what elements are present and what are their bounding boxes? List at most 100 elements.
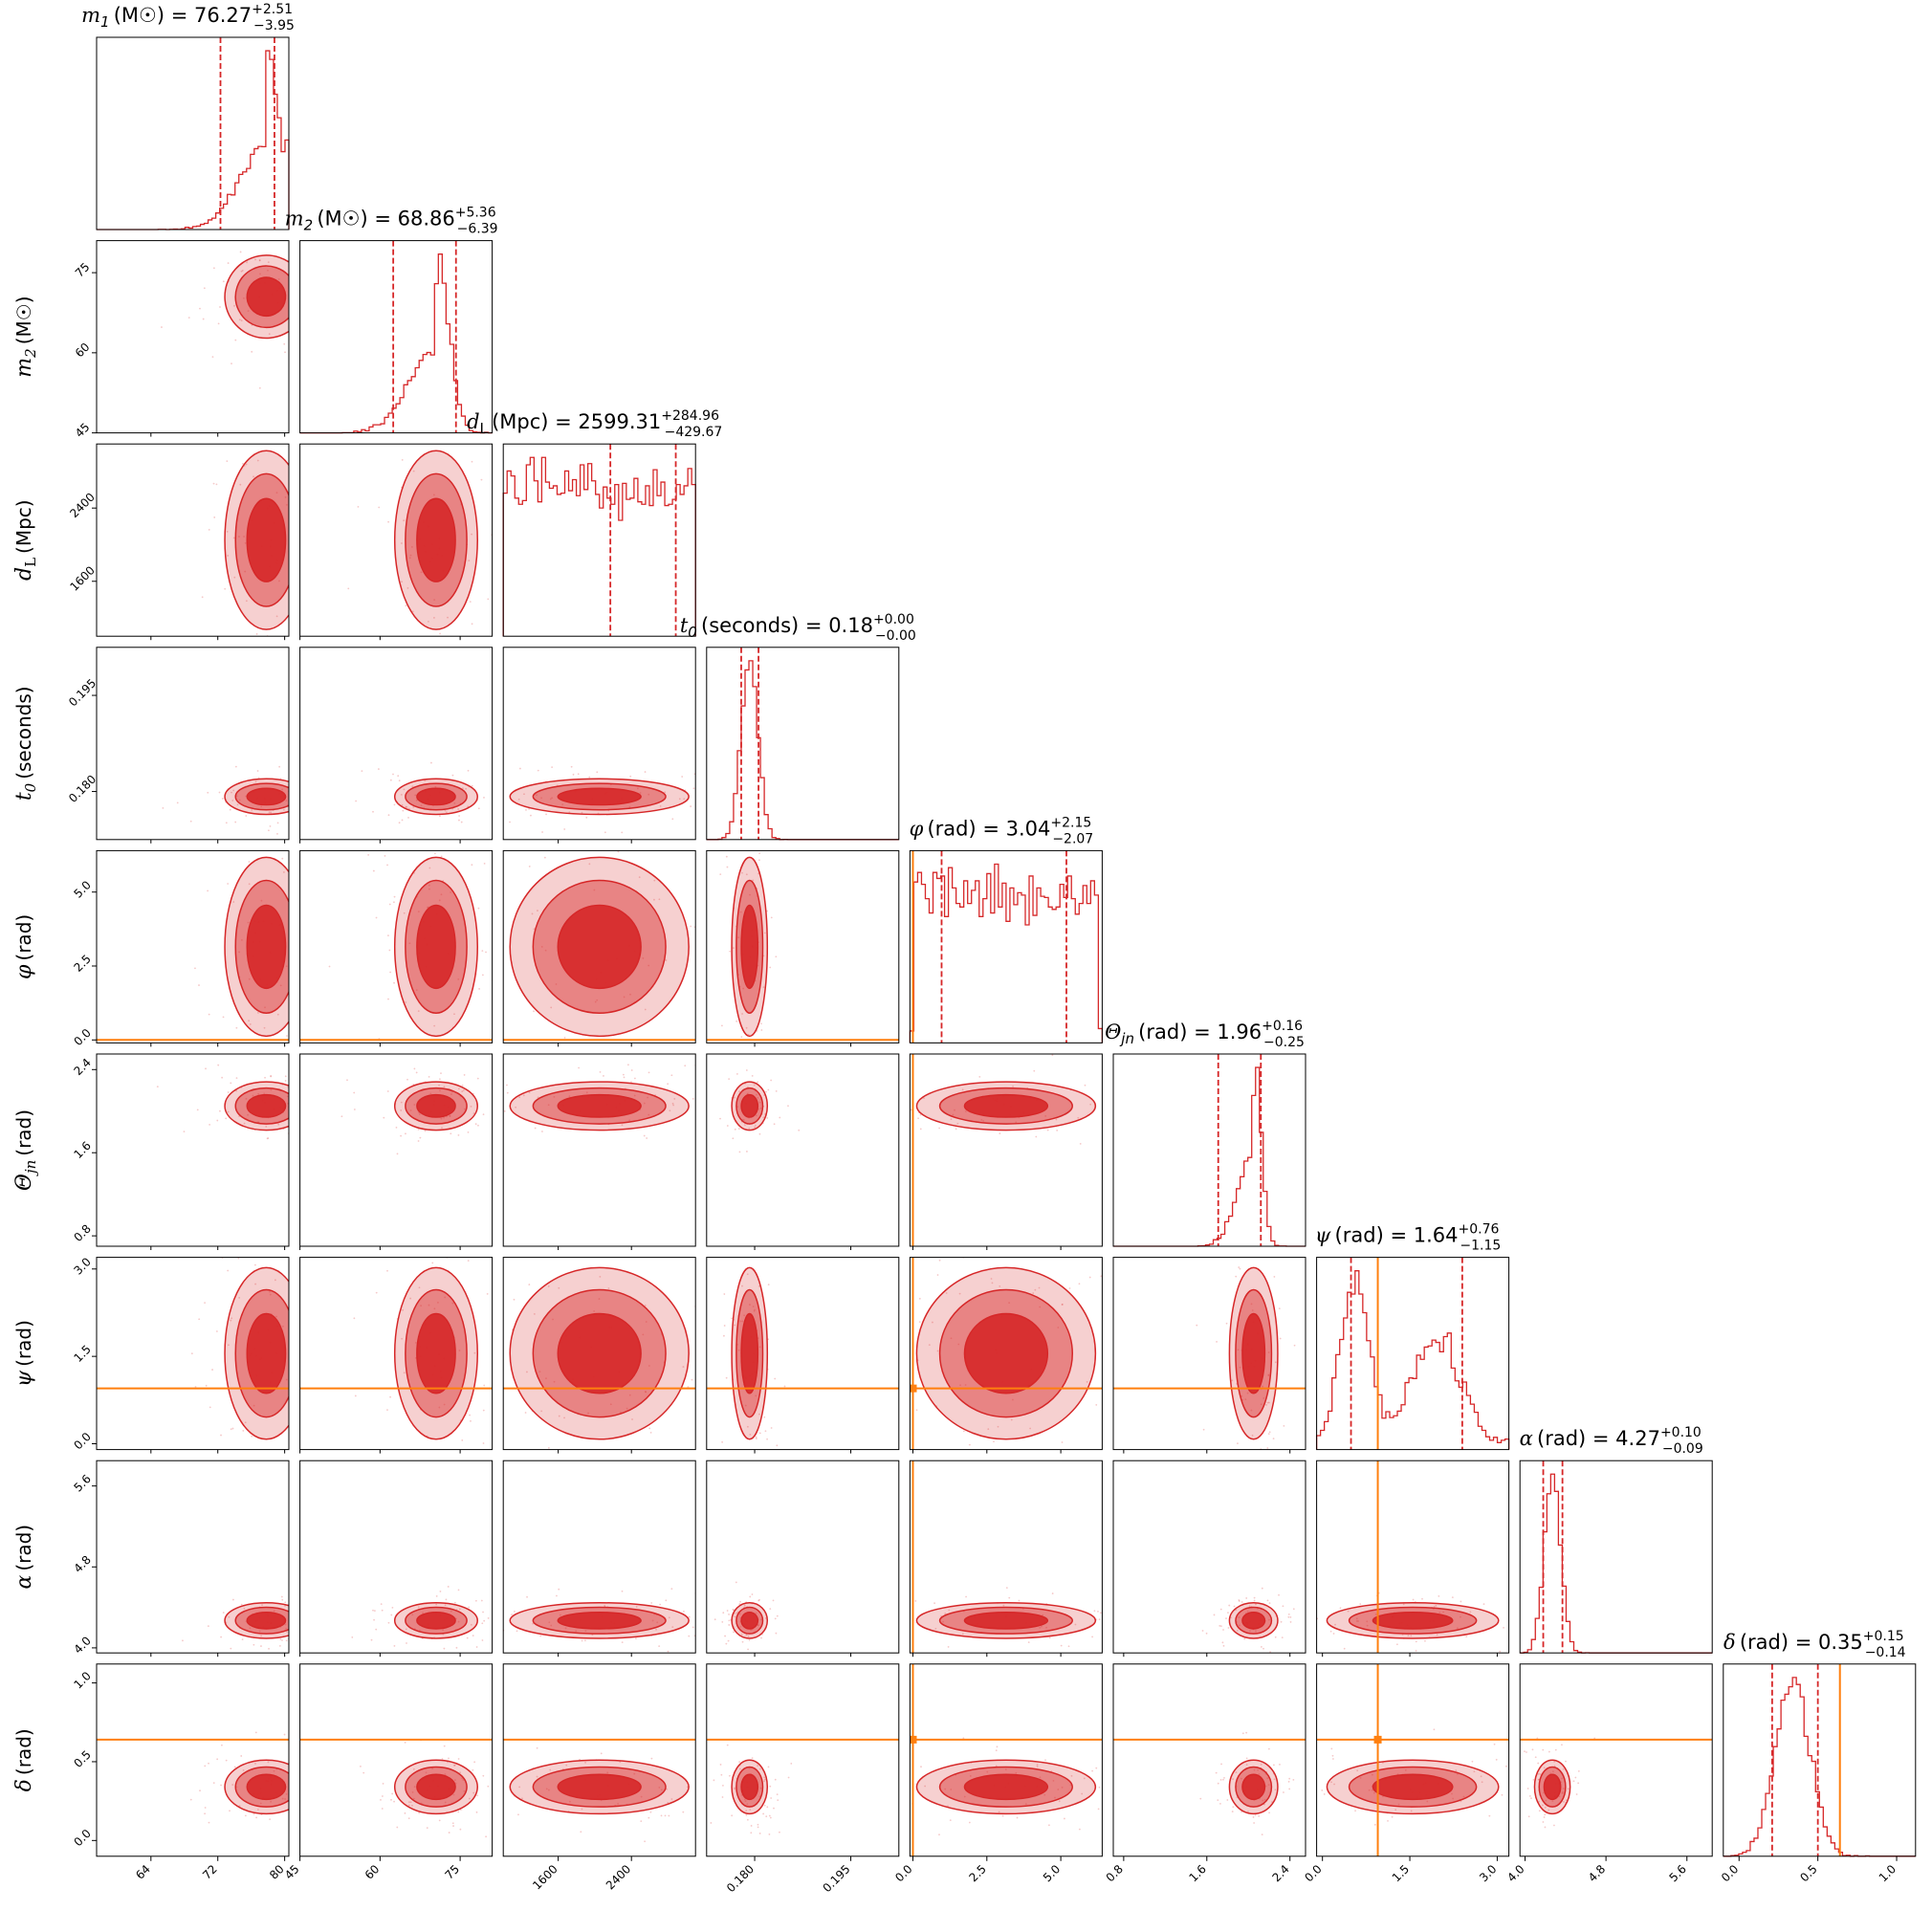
sample-dot	[453, 1601, 456, 1604]
sample-dot	[230, 1319, 232, 1322]
sample-dot	[1079, 1142, 1082, 1145]
sample-dot	[936, 1350, 939, 1352]
sample-dot	[1264, 1785, 1267, 1788]
sample-dot	[658, 1645, 661, 1648]
sample-dot	[1512, 1616, 1514, 1618]
sample-dot	[997, 1425, 999, 1428]
pair-panel-0-3	[96, 647, 290, 841]
sample-dot	[748, 1056, 750, 1058]
sample-dot	[323, 495, 325, 497]
sample-dot	[228, 1344, 230, 1347]
sample-dot	[1152, 1099, 1153, 1101]
sample-dot	[320, 1606, 322, 1608]
sample-dot	[1039, 1627, 1042, 1629]
contour-1sigma	[963, 1773, 1049, 1801]
sample-dot	[443, 1086, 446, 1088]
sample-dot	[776, 1444, 779, 1447]
sample-dot	[638, 876, 641, 879]
sample-dot	[726, 866, 729, 868]
sample-dot	[268, 333, 271, 336]
sample-dot	[1524, 1750, 1526, 1753]
contour-1sigma	[557, 1773, 642, 1801]
sample-dot	[1451, 1792, 1453, 1795]
sample-dot	[281, 1797, 284, 1800]
sample-dot	[760, 1022, 762, 1025]
sample-dot	[533, 928, 536, 931]
sample-dot	[757, 1624, 759, 1627]
sample-dot	[555, 983, 558, 985]
sample-dot	[713, 1259, 714, 1261]
sample-dot	[556, 1066, 558, 1068]
diag-panel-2: dL (Mpc) = 2599.31+284.96 −429.67	[467, 408, 722, 637]
sample-dot	[721, 1621, 724, 1623]
sample-dot	[779, 1116, 781, 1119]
sample-dot	[253, 1263, 256, 1266]
sample-dot	[1347, 1610, 1350, 1613]
sample-dot	[723, 1334, 725, 1337]
sample-dot	[1245, 1757, 1248, 1760]
sample-dot	[687, 1386, 690, 1389]
sample-dot	[1252, 1254, 1254, 1256]
sample-dot	[226, 1497, 228, 1499]
sample-dot	[669, 1109, 671, 1112]
sample-dot	[297, 922, 299, 924]
sample-dot	[736, 1455, 738, 1457]
sample-dot	[229, 808, 231, 811]
sample-dot	[1331, 1754, 1334, 1757]
sample-dot	[660, 1239, 662, 1240]
sample-dot	[222, 1612, 225, 1614]
pair-panel-3-8	[706, 1663, 900, 1857]
sample-dot	[198, 1318, 201, 1321]
sample-dot	[244, 570, 247, 573]
sample-dot	[260, 1635, 262, 1637]
sample-dot	[643, 1102, 646, 1105]
sample-dot	[338, 1105, 340, 1107]
x-tick-label: 0.8	[1104, 1862, 1126, 1884]
sample-dot	[494, 1407, 495, 1409]
sample-dot	[286, 1095, 289, 1098]
panel-frame-3	[706, 647, 900, 841]
x-tick-label: 1.0	[1877, 1862, 1899, 1884]
sample-dot	[1372, 1791, 1375, 1794]
pair-panel-2-8	[502, 1663, 696, 1857]
sample-dot	[644, 1840, 647, 1843]
sample-dot	[409, 1297, 412, 1300]
sample-dot	[1275, 1830, 1277, 1832]
sample-dot	[222, 1016, 225, 1019]
sample-dot	[1226, 1799, 1229, 1801]
sample-dot	[723, 1115, 725, 1117]
sample-dot	[433, 599, 436, 602]
sample-dot	[1215, 1771, 1218, 1774]
sample-dot	[798, 1129, 801, 1131]
sample-dot	[1008, 1596, 1011, 1599]
sample-dot	[301, 996, 303, 998]
sample-dot	[901, 1784, 903, 1786]
sample-dot	[406, 586, 409, 589]
panel-frame	[706, 849, 900, 1043]
sample-dot	[534, 1127, 537, 1130]
sample-dot	[987, 1428, 990, 1431]
sample-dot	[699, 1082, 701, 1084]
histogram-0	[97, 50, 290, 231]
sample-dot	[405, 845, 406, 846]
sample-dot	[1575, 1793, 1578, 1795]
sample-dot	[767, 1766, 770, 1768]
sample-dot	[999, 1285, 1001, 1287]
sample-dot	[1561, 1792, 1564, 1794]
sample-dot	[238, 1805, 241, 1808]
sample-dot	[683, 1610, 685, 1613]
sample-dot	[373, 1618, 375, 1621]
sample-dot	[950, 1118, 953, 1121]
sample-dot	[757, 1752, 758, 1754]
sample-dot	[621, 1124, 624, 1127]
sample-dot	[730, 1062, 732, 1064]
sample-dot	[1283, 1424, 1285, 1427]
sample-dot	[1374, 1613, 1377, 1615]
histogram-8	[1723, 1677, 1916, 1857]
sample-dot	[1162, 1784, 1164, 1786]
sample-dot	[482, 1113, 485, 1116]
sample-dot	[381, 1609, 384, 1612]
sample-dot	[1236, 1452, 1238, 1454]
sample-dot	[405, 1132, 406, 1135]
sample-dot	[626, 1407, 628, 1410]
